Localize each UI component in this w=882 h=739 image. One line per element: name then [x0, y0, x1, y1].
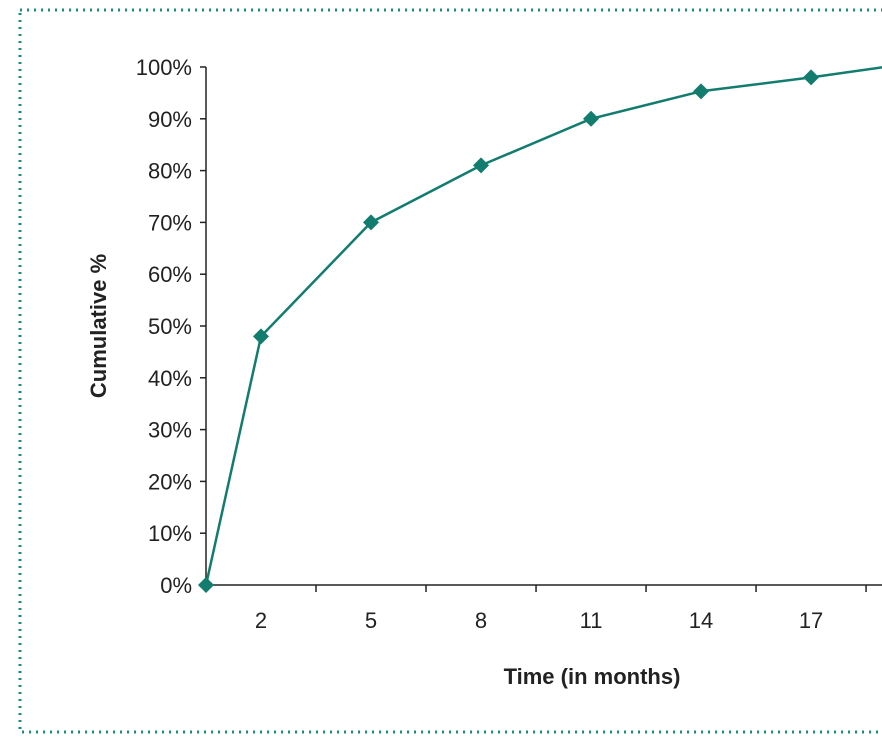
y-tick-label: 100%	[136, 55, 192, 80]
data-point-marker	[198, 577, 214, 593]
y-tick-label: 20%	[148, 469, 192, 494]
x-tick-label: 14	[689, 608, 713, 633]
y-tick-label: 10%	[148, 521, 192, 546]
y-axis-title: Cumulative %	[86, 254, 111, 398]
series-line	[204, 66, 882, 586]
y-tick-label: 30%	[148, 418, 192, 443]
x-tick-label: 8	[475, 608, 487, 633]
data-point-marker	[253, 328, 270, 345]
data-point-marker	[583, 110, 600, 127]
y-tick-label: 90%	[148, 107, 192, 132]
y-tick-label: 0%	[160, 573, 192, 598]
y-tick-label: 60%	[148, 262, 192, 287]
x-tick-label: 2	[255, 608, 267, 633]
chart-frame	[18, 8, 882, 734]
x-tick-label: 17	[799, 608, 823, 633]
data-point-marker	[693, 83, 710, 100]
x-axis-title: Time (in months)	[504, 664, 681, 689]
data-point-marker	[803, 69, 820, 86]
data-point-marker	[363, 214, 380, 231]
y-tick-label: 80%	[148, 159, 192, 184]
y-tick-label: 40%	[148, 366, 192, 391]
x-tick-label: 5	[365, 608, 377, 633]
data-point-marker	[473, 157, 490, 174]
y-tick-label: 50%	[148, 314, 192, 339]
x-tick-label: 11	[580, 608, 603, 633]
y-tick-label: 70%	[148, 210, 192, 235]
